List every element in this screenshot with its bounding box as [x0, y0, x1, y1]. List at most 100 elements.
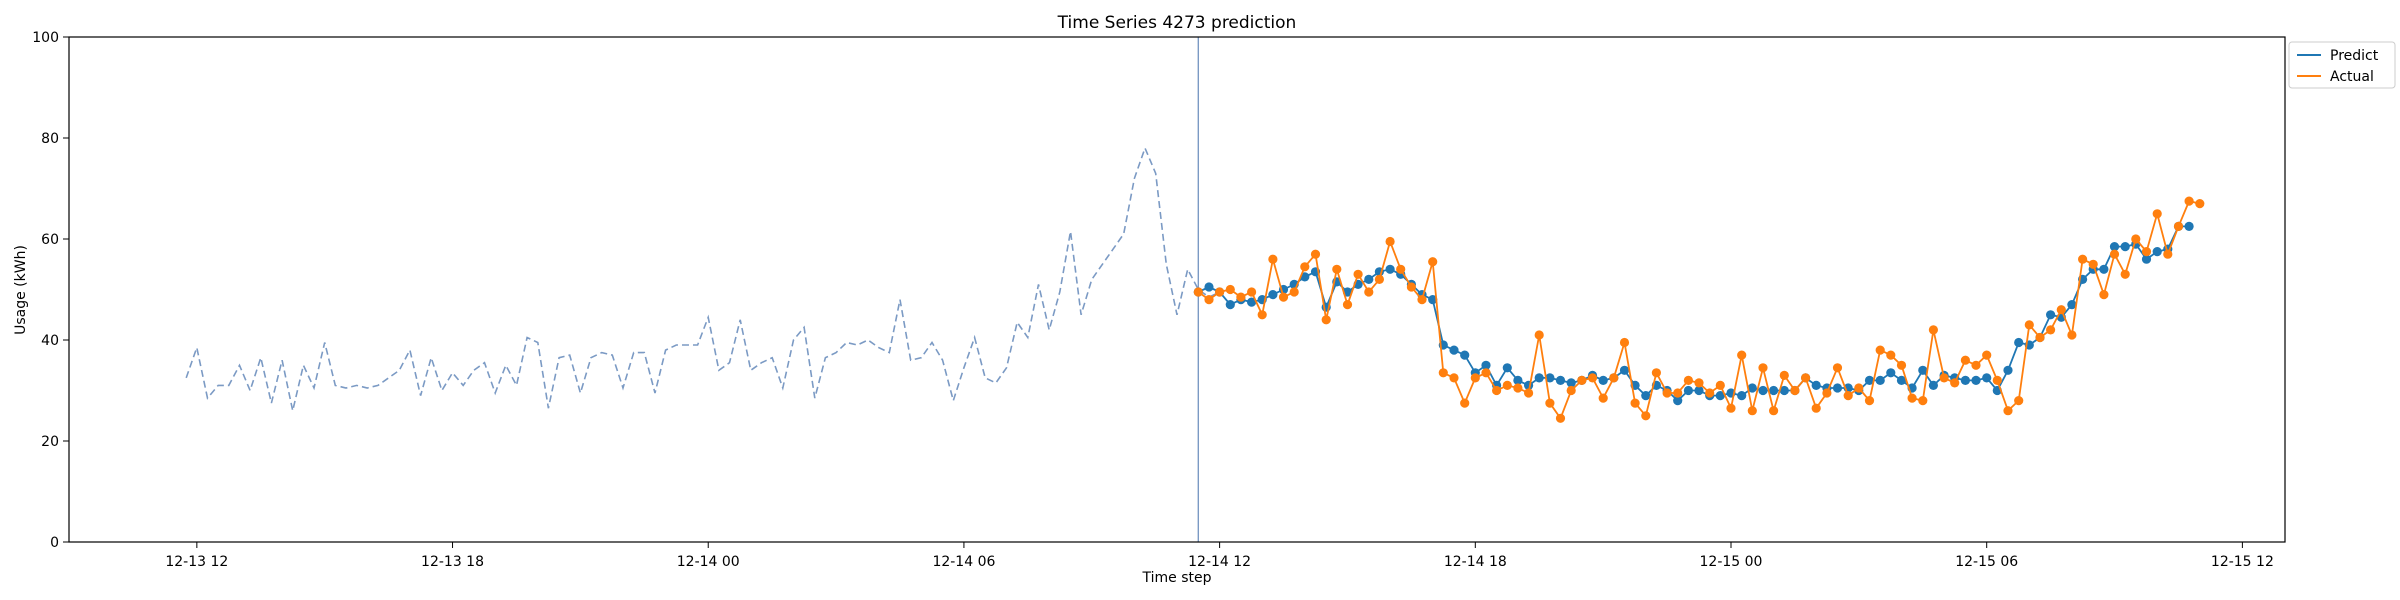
- actual-point: [1396, 264, 1406, 274]
- predict-point: [1268, 290, 1278, 300]
- predict-point: [2067, 300, 2077, 310]
- actual-point: [2173, 221, 2184, 231]
- actual-point: [1460, 398, 1470, 408]
- actual-point: [2184, 196, 2194, 206]
- actual-point: [1694, 378, 1704, 388]
- predict-point: [1364, 274, 1374, 284]
- y-tick-label: 20: [41, 434, 59, 450]
- actual-point: [2152, 209, 2162, 219]
- actual-point: [1524, 388, 1534, 398]
- predict-point: [1886, 368, 1896, 378]
- actual-point: [1673, 388, 1683, 398]
- y-axis: 0 20 40 60 80 100: [32, 30, 69, 551]
- predict-point: [1971, 375, 1981, 385]
- x-tick-label: 12-13 18: [421, 554, 484, 570]
- predict-point: [2120, 242, 2130, 252]
- actual-point: [2067, 330, 2077, 340]
- predict-point: [2152, 247, 2162, 257]
- predict-point: [1683, 385, 1693, 396]
- actual-point: [1587, 373, 1598, 383]
- actual-point: [1992, 375, 2002, 385]
- x-tick-label: 12-13 12: [165, 554, 228, 570]
- actual-point: [1886, 350, 1896, 360]
- actual-point: [1662, 388, 1672, 398]
- actual-point: [2014, 396, 2024, 406]
- predict-point: [1619, 365, 1630, 375]
- actual-point: [1321, 315, 1331, 325]
- predict-point: [1555, 375, 1566, 385]
- y-axis-title: Usage (kWh): [13, 245, 29, 335]
- actual-point: [1577, 375, 1587, 385]
- actual-point: [1481, 368, 1491, 378]
- actual-point: [1726, 403, 1736, 413]
- actual-point: [1406, 282, 1416, 292]
- predict-point: [1832, 383, 1843, 393]
- x-axis: 12-13 12 12-13 18 12-14 00 12-14 06 12-14 12…: [165, 542, 2274, 570]
- predict-series-line: [1197, 225, 2190, 402]
- actual-point: [1353, 269, 1363, 279]
- predict-point: [1864, 375, 1875, 385]
- actual-point: [1374, 274, 1384, 284]
- actual-point: [1801, 373, 1811, 383]
- actual-point: [1854, 383, 1864, 393]
- predict-point: [1598, 375, 1608, 385]
- actual-point: [1982, 350, 1992, 360]
- y-tick-label: 0: [50, 535, 59, 551]
- actual-point: [2056, 305, 2066, 315]
- actual-point: [2120, 269, 2130, 279]
- actual-point: [2099, 290, 2109, 300]
- actual-point: [1364, 287, 1374, 297]
- actual-point: [1534, 330, 1544, 340]
- actual-point: [1215, 287, 1225, 297]
- predict-point: [1715, 391, 1725, 401]
- actual-point: [1300, 262, 1310, 272]
- x-tick-label: 12-14 18: [1444, 554, 1507, 570]
- actual-point: [1790, 385, 1800, 396]
- actual-point: [1747, 406, 1757, 416]
- actual-point: [2035, 332, 2045, 343]
- actual-point: [1971, 360, 1981, 370]
- y-tick-label: 100: [32, 30, 59, 46]
- predict-point: [1673, 396, 1683, 406]
- actual-point: [1875, 345, 1885, 355]
- predict-point: [1896, 375, 1907, 385]
- actual-point: [2109, 249, 2120, 259]
- predict-point: [1385, 264, 1395, 274]
- actual-point: [1438, 368, 1448, 378]
- predict-series: [1193, 221, 2194, 406]
- actual-point: [1939, 373, 1949, 383]
- predict-point: [1204, 282, 1214, 292]
- actual-series: [1193, 196, 2205, 423]
- actual-point: [1332, 264, 1342, 274]
- actual-point: [1342, 300, 1353, 310]
- actual-point: [1449, 373, 1459, 383]
- predict-point: [1481, 360, 1491, 370]
- x-tick-label: 12-15 12: [2211, 554, 2274, 570]
- actual-point: [2003, 406, 2013, 416]
- predict-point: [1694, 385, 1704, 396]
- actual-point: [1705, 388, 1715, 398]
- actual-point: [1417, 295, 1427, 305]
- actual-point: [1609, 373, 1619, 383]
- predict-point: [1534, 373, 1544, 383]
- predict-point: [1928, 380, 1938, 390]
- actual-point: [1470, 373, 1480, 383]
- predict-legend-label: Predict: [2330, 48, 2379, 64]
- history-series-line: [185, 145, 1220, 411]
- predict-point: [1513, 375, 1523, 385]
- predict-point: [2184, 221, 2194, 231]
- actual-point: [1566, 385, 1576, 396]
- x-axis-title: Time step: [1142, 570, 1212, 586]
- predict-point: [1747, 383, 1757, 393]
- predict-point: [1641, 391, 1651, 401]
- actual-point: [1928, 325, 1938, 335]
- actual-point: [1779, 370, 1789, 380]
- actual-point: [1907, 393, 1917, 403]
- actual-point: [1545, 398, 1555, 408]
- predict-point: [1779, 385, 1789, 396]
- actual-point: [1832, 363, 1843, 373]
- predict-point: [1769, 385, 1779, 396]
- actual-point: [2195, 199, 2205, 209]
- predict-point: [1875, 375, 1885, 385]
- actual-point: [1204, 295, 1214, 305]
